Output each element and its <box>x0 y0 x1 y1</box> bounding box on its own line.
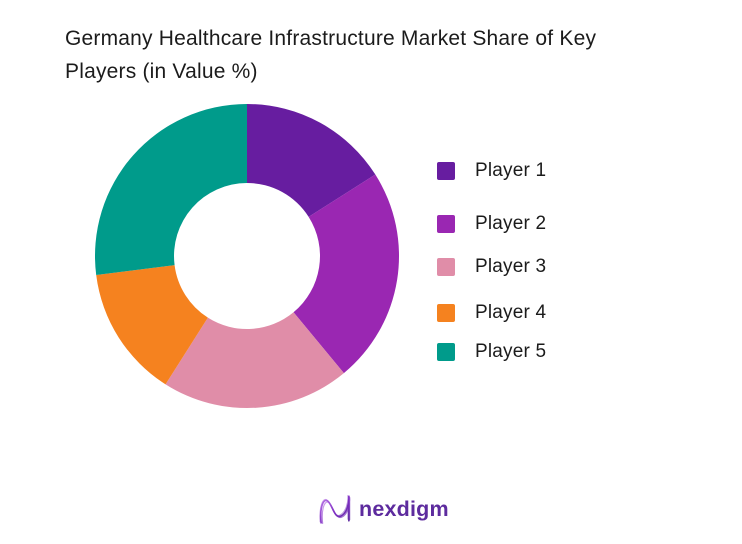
legend-item-player-2: Player 2 <box>437 213 547 234</box>
legend-label-player-3: Player 3 <box>475 256 547 277</box>
legend-swatch-player-1-icon <box>437 162 455 180</box>
legend-swatch-player-2-icon <box>437 215 455 233</box>
brand-footer: nexdigm <box>317 491 449 528</box>
legend-swatch-player-4-icon <box>437 304 455 322</box>
legend-label-player-4: Player 4 <box>475 302 547 323</box>
donut-segment-player-2 <box>293 174 400 374</box>
legend-label-player-5: Player 5 <box>475 341 547 362</box>
legend-item-player-1: Player 1 <box>437 160 547 181</box>
donut-chart <box>95 104 400 409</box>
donut-segment-player-4 <box>96 265 208 385</box>
legend-item-player-5: Player 5 <box>437 341 547 362</box>
nexdigm-logo-icon <box>319 495 351 524</box>
legend-item-player-3: Player 3 <box>437 256 547 277</box>
legend-swatch-player-5-icon <box>437 343 455 361</box>
brand-name: nexdigm <box>359 497 449 521</box>
legend-label-player-2: Player 2 <box>475 213 547 234</box>
chart-title: Germany Healthcare Infrastructure Market… <box>65 22 685 88</box>
legend-label-player-1: Player 1 <box>475 160 547 181</box>
donut-segment-player-5 <box>95 104 247 276</box>
donut-segment-player-3 <box>165 312 344 409</box>
legend-item-player-4: Player 4 <box>437 302 547 323</box>
chart-title-line2: Players (in Value %) <box>65 60 258 83</box>
chart-title-line1: Germany Healthcare Infrastructure Market… <box>65 27 597 50</box>
donut-segment-player-1 <box>247 104 376 217</box>
legend: Player 1 Player 2 Player 3 Player 4 Play… <box>437 0 657 544</box>
legend-swatch-player-3-icon <box>437 258 455 276</box>
